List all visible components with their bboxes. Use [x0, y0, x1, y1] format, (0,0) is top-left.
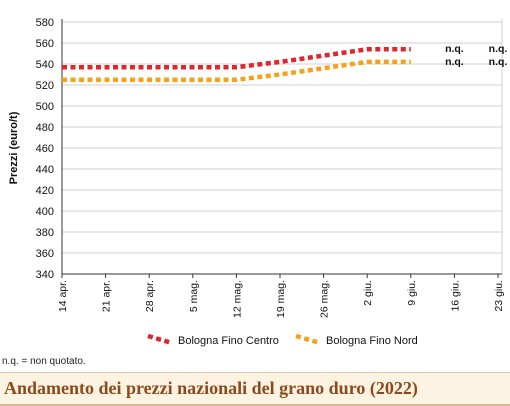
price-chart: 340 360 380 400 420 440 460 480 500 520 540 560 580 P…: [8, 17, 508, 347]
nq-annotation: n.q.: [445, 56, 464, 68]
footer-rule: [0, 404, 510, 406]
x-tick-label: 14 apr.: [57, 280, 69, 312]
y-axis-label: Prezzi (euro/t): [8, 111, 20, 184]
y-tick-label: 340: [36, 269, 54, 281]
y-tick-label: 540: [36, 59, 54, 71]
chart-title: Andamento dei prezzi nazionali del grano…: [4, 378, 418, 398]
y-tick-label: 400: [36, 206, 54, 218]
y-tick-label: 520: [36, 80, 54, 92]
legend-swatch: [295, 333, 321, 346]
x-tick-label: 21 apr.: [101, 280, 113, 312]
series-line-0: [62, 47, 411, 70]
y-tick-label: 480: [36, 122, 54, 134]
footer-banner: Andamento dei prezzi nazionali del grano…: [0, 372, 510, 406]
y-tick-label: 420: [36, 185, 54, 197]
nq-annotation: n.q.: [489, 56, 508, 68]
x-tick-label: 9 giu.: [406, 280, 418, 306]
nq-annotation: n.q.: [489, 43, 508, 55]
x-tick-label: 5 mag.: [188, 280, 200, 312]
x-tick-label: 2 giu.: [362, 280, 374, 306]
y-tick-label: 580: [36, 17, 54, 29]
x-tick-label: 23 giu.: [493, 280, 505, 312]
x-tick-label: 16 giu.: [449, 280, 461, 312]
y-tick-label: 360: [36, 248, 54, 260]
legend-swatch: [147, 333, 173, 346]
legend-label: Bologna Fino Nord: [326, 335, 418, 347]
y-tick-label: 500: [36, 101, 54, 113]
x-tick-label: 26 mag.: [319, 280, 331, 318]
y-tick-label: 380: [36, 227, 54, 239]
series-line-1: [62, 59, 411, 83]
footnote: n.q. = non quotato.: [2, 356, 86, 367]
nq-annotation: n.q.: [445, 43, 464, 55]
y-tick-label: 440: [36, 164, 54, 176]
x-tick-label: 28 apr.: [144, 280, 156, 312]
x-tick-label: 19 mag.: [275, 280, 287, 318]
y-tick-label: 560: [36, 38, 54, 50]
x-tick-label: 12 mag.: [231, 280, 243, 318]
y-tick-label: 460: [36, 143, 54, 155]
legend-label: Bologna Fino Centro: [178, 335, 279, 347]
